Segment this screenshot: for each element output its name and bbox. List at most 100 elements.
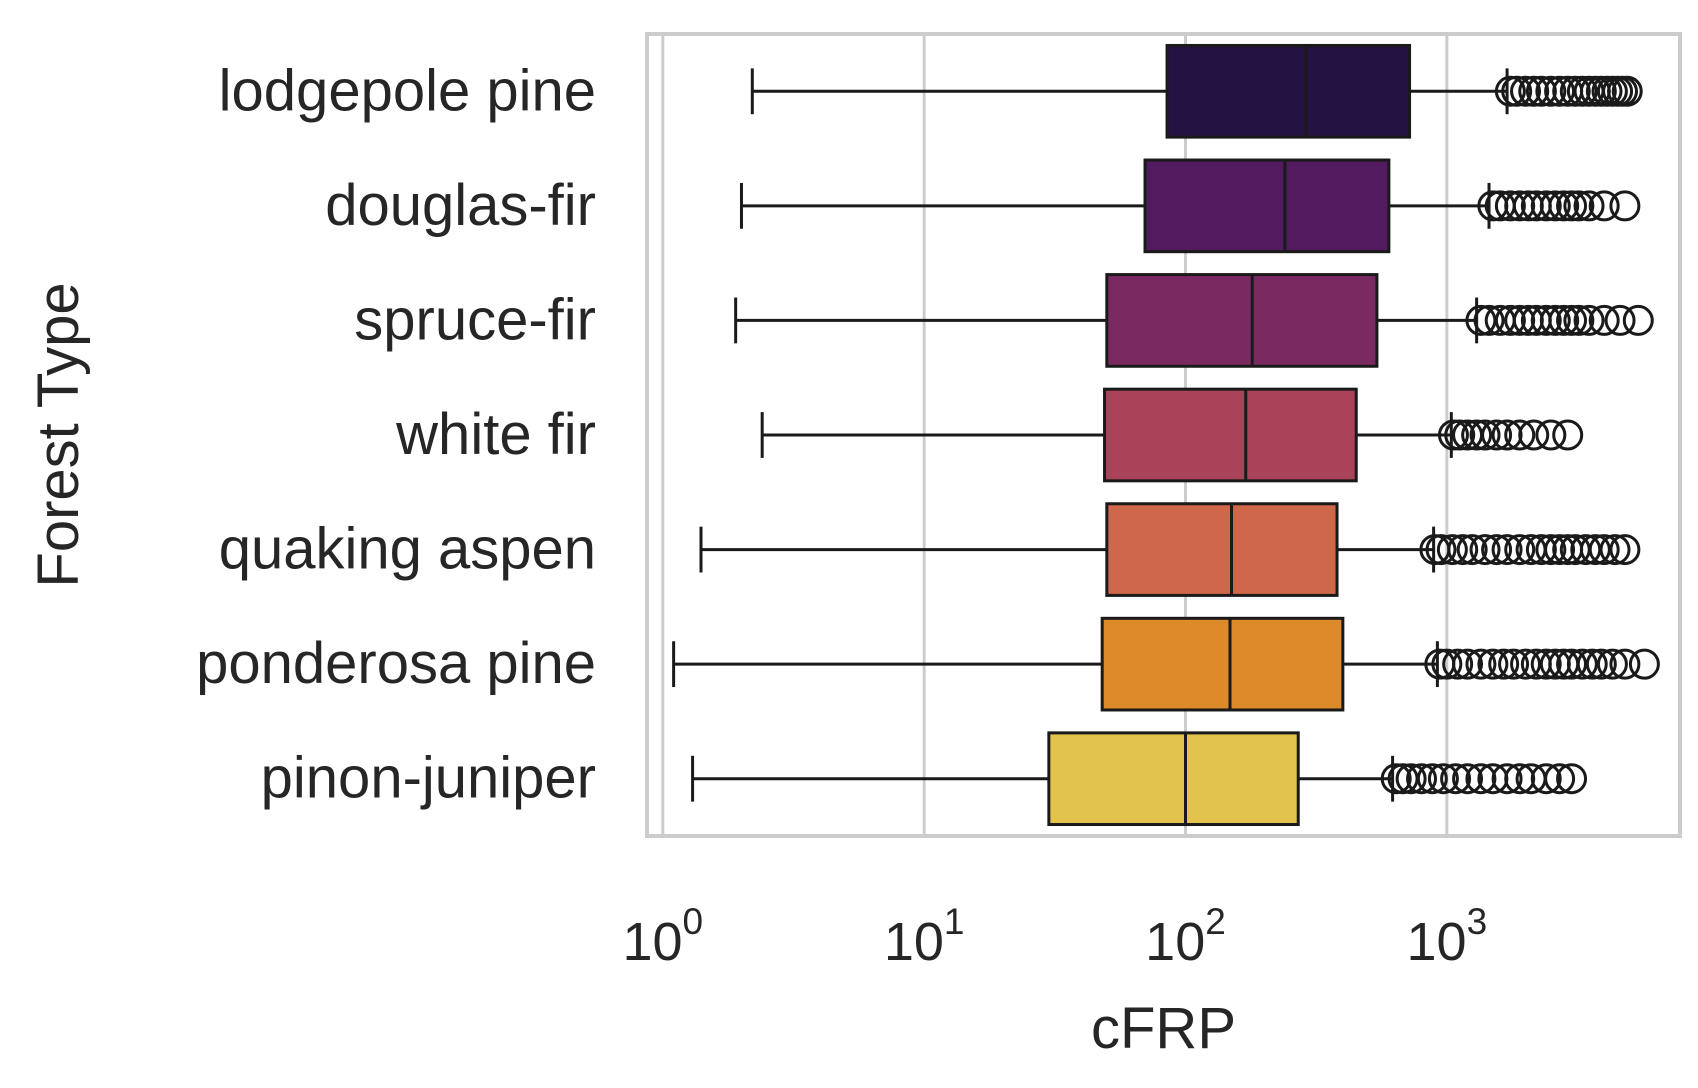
- x-tick-label: 100: [622, 901, 703, 972]
- outlier-point: [1556, 304, 1588, 336]
- box-group: [699, 502, 1641, 597]
- outlier-point: [1596, 648, 1628, 680]
- outlier-point: [1544, 763, 1576, 795]
- outlier-point: [1609, 534, 1641, 566]
- outlier-point: [1604, 304, 1636, 336]
- y-tick-label: spruce-fir: [354, 287, 596, 352]
- outlier-point: [1452, 648, 1484, 680]
- outlier-point: [1559, 75, 1591, 107]
- box-group: [734, 273, 1654, 368]
- outlier-point: [1461, 419, 1493, 451]
- outlier-point: [1535, 534, 1567, 566]
- outlier-point: [1573, 190, 1605, 222]
- outlier-point: [1548, 190, 1580, 222]
- x-axis-title: cFRP: [1091, 996, 1236, 1061]
- outlier-point: [1425, 534, 1457, 566]
- outlier-point: [1530, 304, 1562, 336]
- outlier-point: [1481, 534, 1513, 566]
- y-axis-title: Forest Type: [26, 282, 91, 587]
- y-tick-label: ponderosa pine: [196, 631, 596, 696]
- outlier-point: [1588, 304, 1620, 336]
- outlier-point: [1588, 534, 1620, 566]
- outlier-point: [1573, 304, 1605, 336]
- x-tick-exponent: 0: [683, 901, 704, 942]
- y-tick-label: pinon-juniper: [261, 746, 596, 811]
- outlier-point: [1544, 534, 1576, 566]
- box-series: [672, 43, 1660, 827]
- box-group: [750, 43, 1643, 139]
- outlier-point: [1539, 304, 1571, 336]
- x-tick-labels: 100 101 102 103: [622, 901, 1487, 972]
- outlier-point: [1431, 648, 1463, 680]
- outlier-point: [1488, 648, 1520, 680]
- y-tick-labels: lodgepole pine douglas-fir spruce-fir white…: [196, 58, 596, 810]
- outlier-point: [1539, 190, 1571, 222]
- y-tick-label: white fir: [395, 402, 596, 467]
- outlier-point: [1481, 419, 1513, 451]
- outlier-point: [1609, 648, 1641, 680]
- outlier-point: [1611, 75, 1643, 107]
- outlier-point: [1427, 763, 1459, 795]
- x-tick-base: 10: [1407, 912, 1467, 972]
- outlier-point: [1465, 648, 1497, 680]
- outlier-point: [1556, 763, 1588, 795]
- outlier-point: [1501, 75, 1533, 107]
- outlier-point: [1456, 534, 1488, 566]
- iqr-box: [1047, 731, 1300, 827]
- outlier-point: [1588, 190, 1620, 222]
- outlier-point: [1579, 534, 1611, 566]
- outlier-point: [1556, 190, 1588, 222]
- box-group: [672, 616, 1660, 712]
- outlier-point: [1556, 648, 1588, 680]
- outlier-point: [1563, 190, 1595, 222]
- outlier-point: [1416, 763, 1448, 795]
- outlier-point: [1494, 190, 1526, 222]
- outlier-point: [1465, 763, 1497, 795]
- outlier-point: [1494, 304, 1526, 336]
- outlier-point: [1395, 763, 1427, 795]
- outlier-point: [1469, 534, 1501, 566]
- outlier-point: [1504, 419, 1536, 451]
- y-tick-label: lodgepole pine: [219, 58, 596, 123]
- outlier-point: [1440, 763, 1472, 795]
- outlier-point: [1444, 419, 1476, 451]
- iqr-box: [1100, 616, 1345, 712]
- x-tick-base: 10: [622, 912, 682, 972]
- x-tick-base: 10: [884, 912, 944, 972]
- outlier-point: [1469, 419, 1501, 451]
- x-tick-exponent: 2: [1205, 901, 1226, 942]
- outlier-point: [1585, 648, 1617, 680]
- outlier-point: [1622, 304, 1654, 336]
- outlier-point: [1525, 75, 1557, 107]
- outlier-point: [1530, 648, 1562, 680]
- iqr-box: [1105, 273, 1379, 368]
- x-tick-label: 102: [1145, 901, 1226, 972]
- outlier-point: [1518, 419, 1550, 451]
- outlier-point: [1442, 648, 1474, 680]
- x-tick-label: 103: [1407, 901, 1488, 972]
- outlier-point: [1576, 648, 1608, 680]
- outlier-point: [1491, 534, 1523, 566]
- outlier-point: [1473, 304, 1505, 336]
- outlier-point: [1510, 75, 1542, 107]
- outlier-point: [1504, 534, 1536, 566]
- outlier-point: [1510, 648, 1542, 680]
- box-group: [739, 158, 1641, 254]
- y-tick-label: douglas-fir: [325, 173, 596, 238]
- outlier-point: [1436, 534, 1468, 566]
- outlier-point: [1530, 763, 1562, 795]
- outlier-point: [1498, 648, 1530, 680]
- y-tick-label: quaking aspen: [219, 517, 596, 582]
- outlier-point: [1525, 534, 1557, 566]
- box-group: [760, 387, 1584, 483]
- outlier-point: [1535, 75, 1567, 107]
- outlier-point: [1599, 534, 1631, 566]
- outlier-point: [1406, 763, 1438, 795]
- outlier-point: [1447, 534, 1479, 566]
- iqr-box: [1165, 43, 1412, 139]
- outlier-point: [1566, 75, 1598, 107]
- plot-frame: [645, 32, 1682, 838]
- outlier-point: [1552, 419, 1584, 451]
- box-group: [691, 731, 1588, 827]
